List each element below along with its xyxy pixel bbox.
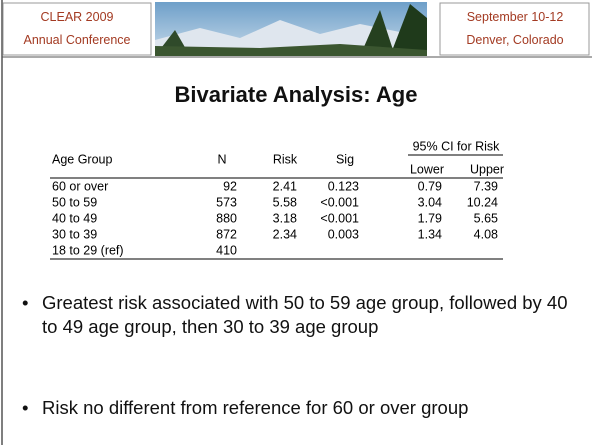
table-cell: 4.08 [474,227,498,241]
table-cell: <0.001 [320,195,359,209]
table-cell: 1.34 [418,227,442,241]
header-text: September 10-12 [467,10,564,24]
table-cell: 40 to 49 [52,211,97,225]
table-cell: 60 or over [52,179,108,193]
table-cell: 3.04 [418,195,442,209]
table-cell: 410 [216,243,237,257]
table-cell: 18 to 29 (ref) [52,243,124,257]
table-header: Lower [410,162,444,176]
header-right-box [439,2,590,56]
table-cell: 7.39 [474,179,498,193]
slide-title: Bivariate Analysis: Age [175,82,418,107]
table-cell: 5.58 [273,195,297,209]
table-cell: 880 [216,211,237,225]
header-photo [155,2,427,56]
table-cell: 573 [216,195,237,209]
table-header: N [217,152,226,166]
header-text: Annual Conference [23,33,130,47]
table-cell: 5.65 [474,211,498,225]
table-cell: 872 [216,227,237,241]
table-cell: 0.123 [328,179,359,193]
header-text: Denver, Colorado [466,33,563,47]
table-cell: 0.79 [418,179,442,193]
table-cell: 0.003 [328,227,359,241]
table-cell: 10.24 [467,195,498,209]
bullet: Greatest risk associated with 50 to 59 a… [22,291,572,339]
table-cell: 2.34 [273,227,297,241]
table-header: 95% CI for Risk [413,139,501,153]
table-cell: <0.001 [320,211,359,225]
header-left-box [2,2,152,56]
table-header: Age Group [52,152,113,166]
table-cell: 3.18 [273,211,297,225]
bullet: Risk no different from reference for 60 … [22,396,572,420]
table-cell: 50 to 59 [52,195,97,209]
table-cell: 2.41 [273,179,297,193]
table-cell: 1.79 [418,211,442,225]
table-cell: 92 [223,179,237,193]
header-text: CLEAR 2009 [41,10,114,24]
table-header: Upper [470,162,504,176]
table-header: Risk [273,152,298,166]
table-header: Sig [336,152,354,166]
table-cell: 30 to 39 [52,227,97,241]
